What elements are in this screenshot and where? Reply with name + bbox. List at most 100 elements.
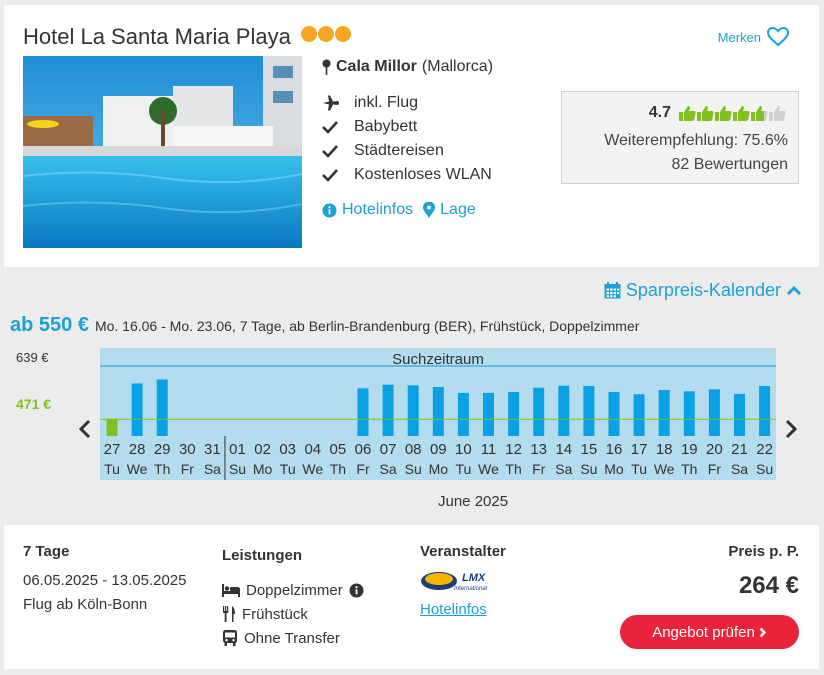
day-label: 20 [706, 441, 723, 458]
day-label: 10 [455, 441, 472, 458]
hotel-photo[interactable] [23, 56, 302, 248]
price-from: ab 550 € [10, 314, 89, 336]
check-icon [322, 144, 354, 158]
day-label: 28 [129, 441, 146, 458]
weekday-label: Tu [280, 461, 296, 477]
price-bar[interactable] [633, 394, 645, 436]
price-bar[interactable] [608, 391, 620, 436]
chart-prev-arrow[interactable] [78, 418, 92, 445]
price-bar[interactable] [357, 388, 369, 436]
day-label: 13 [530, 441, 547, 458]
day-label: 29 [154, 441, 171, 458]
weekday-label: Tu [104, 461, 120, 477]
thumb-up-icon [697, 106, 714, 121]
weekday-label: Fr [708, 461, 722, 477]
price-bar[interactable] [533, 387, 545, 436]
hotel-links: Hotelinfos Lage [322, 201, 476, 219]
day-label: 31 [204, 441, 221, 458]
weekday-label: Sa [204, 461, 221, 477]
weekday-label: Th [681, 461, 697, 477]
leistung-label: Doppelzimmer [246, 581, 343, 599]
lage-link[interactable]: Lage [423, 201, 476, 219]
rating-score: 4.7 [648, 104, 671, 121]
rating-box[interactable]: 4.7 Weiterempfehlung: 75.6% 82 Bewertung… [561, 91, 799, 184]
weekday-label: Tu [631, 461, 647, 477]
weekday-label: Su [405, 461, 422, 477]
price-bar[interactable] [583, 386, 595, 436]
location-city: Cala Millor [336, 58, 417, 75]
price-bar[interactable] [683, 391, 695, 436]
price-bar[interactable] [759, 386, 771, 436]
lage-label: Lage [440, 201, 476, 218]
veranstalter-hotelinfos-link[interactable]: Hotelinfos [420, 601, 487, 618]
chart-next-arrow[interactable] [784, 418, 798, 445]
price-bar[interactable] [558, 385, 570, 436]
hotelinfos-label: Hotelinfos [342, 201, 414, 218]
leistung-item: Frühstück [222, 602, 364, 626]
hotel-title[interactable]: Hotel La Santa Maria Playa [23, 24, 352, 51]
offer-price: 264 € [738, 572, 799, 599]
feature-item: Kostenloses WLAN [322, 163, 492, 187]
merken-button[interactable]: Merken [718, 27, 789, 47]
weekday-label: Mo [604, 461, 624, 477]
hotel-star-rating [300, 22, 352, 48]
angebot-pruefen-button[interactable]: Angebot prüfen [620, 615, 799, 649]
weekday-label: Tu [455, 461, 471, 477]
location-region: (Mallorca) [421, 58, 494, 75]
price-bar[interactable] [457, 392, 469, 436]
weekday-label: Sa [731, 461, 748, 477]
leistung-label: Ohne Transfer [244, 629, 340, 647]
weekday-label: Fr [532, 461, 546, 477]
day-label: 03 [279, 441, 296, 458]
hotel-card: Hotel La Santa Maria Playa Merken [4, 5, 819, 267]
price-bar[interactable] [432, 387, 444, 436]
price-bar[interactable] [156, 379, 168, 436]
price-bar[interactable] [131, 383, 143, 436]
weekday-label: Su [229, 461, 246, 477]
hotel-name[interactable]: Hotel La Santa Maria Playa [23, 24, 291, 49]
recommendation-rate: Weiterempfehlung: 75.6% [604, 132, 788, 149]
price-bar[interactable] [382, 384, 394, 436]
day-label: 04 [304, 441, 321, 458]
day-label: 18 [656, 441, 673, 458]
sparpreis-calendar-toggle[interactable]: Sparpreis-Kalender [604, 280, 802, 301]
leistung-item: Doppelzimmer [222, 578, 364, 602]
day-label: 01 [229, 441, 246, 458]
search-range-label: Suchzeitraum [392, 351, 484, 368]
weekday-label: Fr [356, 461, 370, 477]
price-bar[interactable] [734, 393, 745, 436]
offer-flight: Flug ab Köln-Bonn [23, 596, 148, 613]
hotelinfos-link[interactable]: Hotelinfos [322, 201, 413, 219]
leistungen-list: Doppelzimmer Frühstück Ohne Transfer [222, 578, 364, 650]
thumbs-rating [679, 105, 786, 121]
cheapest-offer-summary[interactable]: ab 550 € Mo. 16.06 - Mo. 23.06, 7 Tage, … [10, 314, 639, 337]
weekday-label: Th [154, 461, 170, 477]
star-dot-icon [334, 26, 351, 43]
y-axis-min-label: 471 € [16, 396, 52, 412]
chevron-right-icon [785, 419, 798, 439]
info-icon[interactable] [349, 583, 364, 598]
price-bar[interactable] [508, 391, 520, 436]
price-bar[interactable] [483, 392, 494, 436]
price-bar[interactable] [658, 389, 670, 436]
weekday-label: Th [330, 461, 346, 477]
bed-icon [222, 584, 240, 597]
chevron-left-icon [78, 419, 91, 439]
weekday-label: Su [756, 461, 773, 477]
feature-item: inkl. Flug [322, 91, 492, 115]
weekday-label: Mo [253, 461, 273, 477]
price-bar[interactable] [106, 419, 118, 436]
feature-item: Städtereisen [322, 139, 492, 163]
feature-item: Babybett [322, 115, 492, 139]
star-dot-icon [300, 26, 317, 43]
weekday-label: We [302, 461, 323, 477]
price-bar[interactable] [708, 389, 720, 436]
price-bar[interactable] [407, 385, 419, 436]
weekday-label: Su [580, 461, 597, 477]
merken-label: Merken [717, 29, 761, 45]
weekday-label: We [478, 461, 499, 477]
day-label: 02 [254, 441, 271, 458]
day-label: 07 [380, 441, 397, 458]
day-label: 15 [581, 441, 598, 458]
lmx-logo: LMX International [420, 569, 498, 598]
